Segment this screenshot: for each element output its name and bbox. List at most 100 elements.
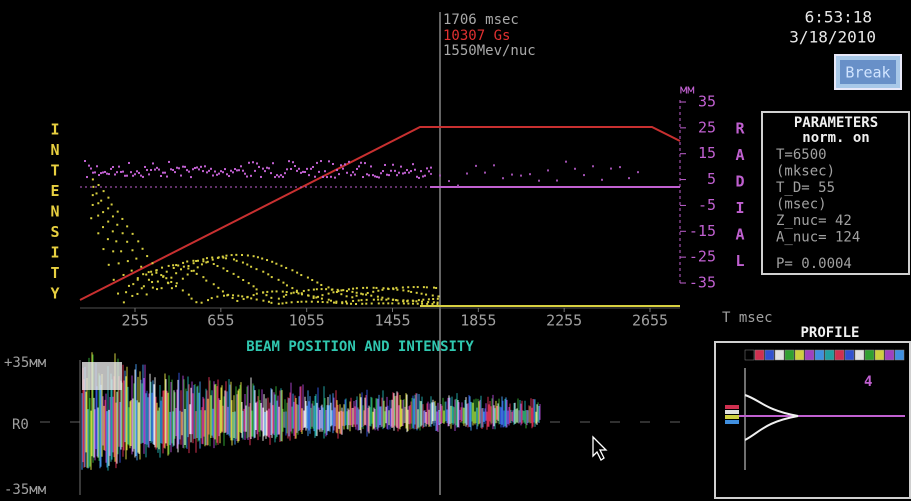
radial-dot bbox=[96, 165, 98, 168]
intensity-dot bbox=[351, 290, 354, 293]
intensity-dot bbox=[145, 293, 148, 296]
intensity-dot bbox=[426, 302, 429, 305]
radial-dot bbox=[426, 167, 428, 170]
parameter-line: Z_nuc= 42 bbox=[776, 213, 852, 229]
intensity-dot bbox=[232, 272, 235, 275]
intensity-dot bbox=[315, 288, 318, 291]
intensity-dot bbox=[312, 296, 315, 299]
intensity-dot bbox=[320, 283, 323, 286]
intensity-dot bbox=[431, 294, 434, 297]
y-tick-label: 15 bbox=[698, 144, 716, 162]
intensity-dot bbox=[102, 190, 105, 193]
y-tick-label: 5 bbox=[707, 170, 716, 188]
intensity-dot bbox=[321, 301, 324, 304]
intensity-dot bbox=[285, 266, 288, 269]
intensity-dot bbox=[285, 301, 288, 304]
intensity-dot bbox=[200, 263, 203, 266]
x-tick-label: 2655 bbox=[632, 312, 668, 330]
intensity-dot bbox=[101, 226, 104, 229]
radial-dot bbox=[330, 175, 332, 178]
intensity-dot bbox=[381, 296, 384, 299]
intensity-dot bbox=[300, 274, 303, 277]
intensity-dot bbox=[132, 283, 135, 286]
intensity-dot bbox=[252, 294, 255, 297]
intensity-dot bbox=[136, 292, 139, 295]
intensity-dot bbox=[192, 259, 195, 262]
intensity-dot bbox=[277, 297, 280, 300]
profile-swatch bbox=[804, 349, 815, 361]
intensity-dot bbox=[170, 287, 173, 290]
radial-dot bbox=[610, 167, 612, 170]
intensity-dot bbox=[311, 279, 314, 282]
radial-dot bbox=[502, 177, 504, 180]
radial-dot bbox=[264, 170, 266, 173]
intensity-dot bbox=[112, 278, 115, 281]
radial-dot bbox=[100, 172, 102, 175]
intensity-dot bbox=[261, 257, 264, 260]
radial-dot bbox=[475, 164, 477, 167]
radial-dot bbox=[206, 171, 208, 174]
intensity-dot bbox=[435, 286, 438, 289]
intensity-dot bbox=[391, 302, 394, 305]
radial-dot bbox=[256, 162, 258, 165]
intensity-dot bbox=[177, 264, 180, 267]
y-tick-label: 25 bbox=[698, 118, 716, 136]
radial-dot bbox=[384, 163, 386, 166]
radial-dot bbox=[439, 174, 441, 177]
radial-dot bbox=[418, 176, 420, 179]
intensity-dot bbox=[290, 292, 293, 295]
radial-dot bbox=[166, 175, 168, 178]
intensity-dot bbox=[205, 261, 208, 264]
radial-dot bbox=[116, 171, 118, 174]
x-tick-label: 1455 bbox=[374, 312, 410, 330]
radial-dot bbox=[198, 168, 200, 171]
radial-dot bbox=[312, 165, 314, 168]
intensity-dot bbox=[126, 260, 129, 263]
intensity-dot bbox=[370, 302, 373, 305]
intensity-dot bbox=[155, 269, 158, 272]
radial-dot bbox=[216, 173, 218, 176]
intensity-dot bbox=[292, 291, 295, 294]
intensity-dot bbox=[295, 291, 298, 294]
intensity-dot bbox=[316, 281, 319, 284]
radial-dot bbox=[92, 171, 94, 174]
intensity-dot bbox=[285, 284, 288, 287]
intensity-dot bbox=[110, 203, 113, 206]
radial-dot bbox=[378, 176, 380, 179]
intensity-dot bbox=[262, 270, 265, 273]
intensity-dot bbox=[336, 288, 339, 291]
intensity-dot bbox=[282, 281, 285, 284]
intensity-dot bbox=[241, 261, 244, 264]
intensity-dot bbox=[212, 283, 215, 286]
intensity-dot bbox=[396, 299, 399, 302]
intensity-dot bbox=[327, 298, 330, 301]
intensity-dot bbox=[290, 301, 293, 304]
intensity-dot bbox=[332, 301, 335, 304]
intensity-dot bbox=[270, 301, 273, 304]
x-unit: T msec bbox=[722, 310, 773, 326]
profile-swatch bbox=[764, 349, 775, 361]
intensity-dot bbox=[125, 291, 128, 294]
radial-dot bbox=[354, 173, 356, 176]
intensity-dot bbox=[190, 269, 193, 272]
intensity-dot bbox=[156, 280, 159, 283]
beam-block bbox=[82, 362, 122, 390]
intensity-dot bbox=[131, 249, 134, 252]
profile-bar bbox=[725, 410, 739, 414]
radial-dot bbox=[304, 171, 306, 174]
radial-dot bbox=[396, 174, 398, 177]
intensity-dot bbox=[402, 300, 405, 303]
intensity-dot bbox=[280, 264, 283, 267]
radial-dot bbox=[126, 174, 128, 177]
radial-dot bbox=[146, 169, 148, 172]
break-button[interactable]: Break bbox=[834, 54, 902, 90]
intensity-dot bbox=[321, 294, 324, 297]
intensity-dot bbox=[117, 292, 120, 295]
intensity-dot bbox=[310, 300, 313, 303]
profile-title: PROFILE bbox=[800, 325, 859, 341]
intensity-dot bbox=[355, 291, 358, 294]
intensity-dot bbox=[416, 302, 419, 305]
intensity-dot bbox=[316, 300, 319, 303]
button-label[interactable]: Break bbox=[845, 64, 890, 82]
intensity-dot bbox=[361, 302, 364, 305]
